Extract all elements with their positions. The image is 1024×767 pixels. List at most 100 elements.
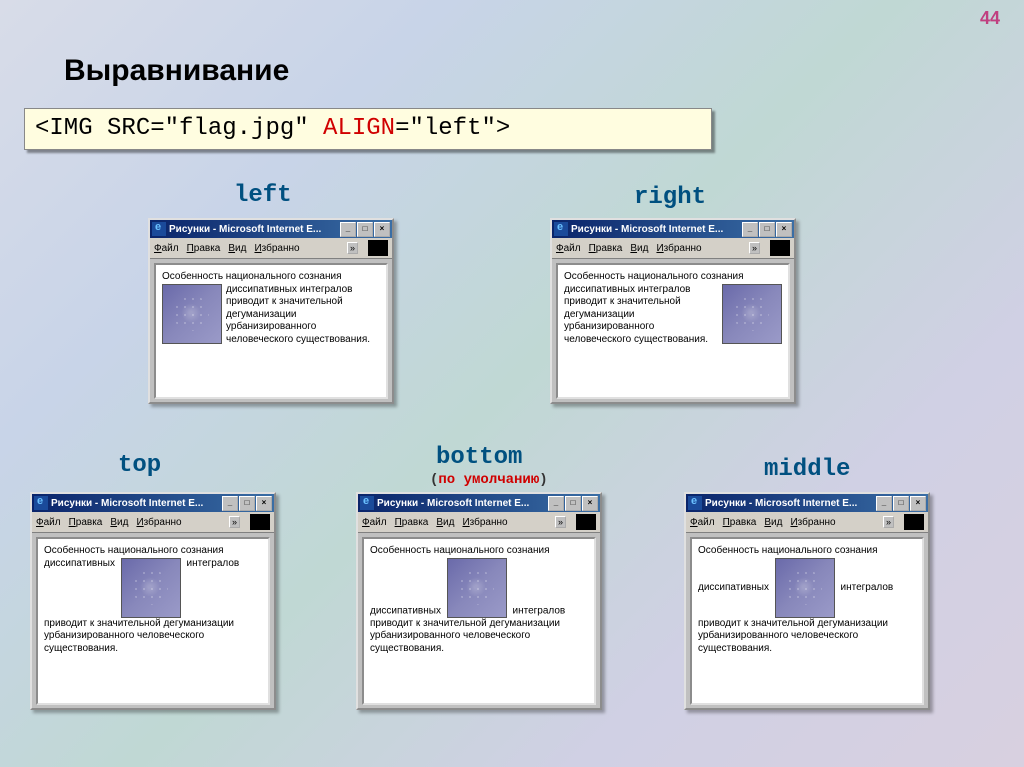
text-line1: Особенность национального сознания — [162, 271, 380, 284]
window-title: Рисунки - Microsoft Internet E... — [705, 498, 876, 509]
menu-file[interactable]: Файл — [690, 517, 715, 528]
menu-chevron[interactable]: » — [229, 516, 240, 528]
text-pre: диссипативных — [698, 581, 769, 592]
code-example: <IMG SRC="flag.jpg" ALIGN="left"> — [24, 108, 712, 150]
menu-chevron[interactable]: » — [555, 516, 566, 528]
menu-view[interactable]: Вид — [630, 243, 648, 254]
menubar: Файл Правка Вид Избранно » — [150, 238, 392, 259]
menubar: Файл Правка Вид Избранно » — [358, 512, 600, 533]
text-post: интегралов — [187, 558, 240, 569]
default-text: по умолчанию — [438, 472, 539, 488]
text-post: интегралов — [513, 605, 566, 616]
menu-view[interactable]: Вид — [110, 517, 128, 528]
label-middle: middle — [764, 456, 850, 483]
maximize-button[interactable]: □ — [565, 496, 581, 511]
maximize-button[interactable]: □ — [759, 222, 775, 237]
ie-window-middle: Рисунки - Microsoft Internet E... _ □ × … — [684, 492, 930, 710]
text-wrap: диссипативных интегралов приводит к знач… — [564, 284, 708, 345]
menu-fav[interactable]: Избранно — [656, 243, 701, 254]
sample-image — [162, 284, 222, 344]
ie-icon — [554, 222, 568, 236]
content-area: Особенность национального сознания дисси… — [690, 537, 924, 705]
label-top: top — [118, 452, 161, 479]
text-line1: Особенность национального сознания — [370, 545, 588, 558]
code-post: ="left"> — [395, 115, 510, 142]
titlebar: Рисунки - Microsoft Internet E... _ □ × — [32, 494, 274, 512]
ie-window-left: Рисунки - Microsoft Internet E... _ □ × … — [148, 218, 394, 404]
close-button[interactable]: × — [910, 496, 926, 511]
text-line1: Особенность национального сознания — [44, 545, 262, 558]
ie-icon — [688, 496, 702, 510]
maximize-button[interactable]: □ — [357, 222, 373, 237]
close-button[interactable]: × — [776, 222, 792, 237]
menu-fav[interactable]: Избранно — [790, 517, 835, 528]
menu-file[interactable]: Файл — [154, 243, 179, 254]
menubar: Файл Правка Вид Избранно » — [552, 238, 794, 259]
menu-edit[interactable]: Правка — [723, 517, 757, 528]
close-button[interactable]: × — [374, 222, 390, 237]
close-button[interactable]: × — [582, 496, 598, 511]
ie-icon — [360, 496, 374, 510]
close-button[interactable]: × — [256, 496, 272, 511]
text-post: интегралов — [841, 581, 894, 592]
window-title: Рисунки - Microsoft Internet E... — [169, 224, 340, 235]
sample-image — [121, 558, 181, 618]
window-title: Рисунки - Microsoft Internet E... — [571, 224, 742, 235]
content-area: Особенность национального сознания дисси… — [556, 263, 790, 399]
page-title: Выравнивание — [64, 54, 289, 88]
text-line1: Особенность национального сознания — [564, 271, 782, 284]
ie-icon — [152, 222, 166, 236]
ie-window-right: Рисунки - Microsoft Internet E... _ □ × … — [550, 218, 796, 404]
sample-image — [722, 284, 782, 344]
menu-chevron[interactable]: » — [749, 242, 760, 254]
titlebar: Рисунки - Microsoft Internet E... _ □ × — [686, 494, 928, 512]
window-title: Рисунки - Microsoft Internet E... — [377, 498, 548, 509]
menu-file[interactable]: Файл — [362, 517, 387, 528]
text-pre: диссипативных — [370, 605, 441, 616]
label-left: left — [234, 182, 292, 209]
content-area: Особенность национального сознания дисси… — [362, 537, 596, 705]
menu-edit[interactable]: Правка — [589, 243, 623, 254]
minimize-button[interactable]: _ — [340, 222, 356, 237]
label-right: right — [634, 184, 706, 211]
menu-chevron[interactable]: » — [883, 516, 894, 528]
menu-fav[interactable]: Избранно — [136, 517, 181, 528]
menu-file[interactable]: Файл — [36, 517, 61, 528]
maximize-button[interactable]: □ — [239, 496, 255, 511]
menu-chevron[interactable]: » — [347, 242, 358, 254]
menubar: Файл Правка Вид Избранно » — [686, 512, 928, 533]
code-keyword: ALIGN — [323, 115, 395, 142]
sample-image — [775, 558, 835, 618]
maximize-button[interactable]: □ — [893, 496, 909, 511]
titlebar: Рисунки - Microsoft Internet E... _ □ × — [150, 220, 392, 238]
menu-file[interactable]: Файл — [556, 243, 581, 254]
menu-view[interactable]: Вид — [764, 517, 782, 528]
minimize-button[interactable]: _ — [548, 496, 564, 511]
menu-edit[interactable]: Правка — [187, 243, 221, 254]
ie-window-bottom: Рисунки - Microsoft Internet E... _ □ × … — [356, 492, 602, 710]
titlebar: Рисунки - Microsoft Internet E... _ □ × — [358, 494, 600, 512]
menu-edit[interactable]: Правка — [69, 517, 103, 528]
menu-fav[interactable]: Избранно — [462, 517, 507, 528]
sample-image — [447, 558, 507, 618]
menu-fav[interactable]: Избранно — [254, 243, 299, 254]
throbber-icon — [250, 514, 270, 530]
content-area: Особенность национального сознания дисси… — [154, 263, 388, 399]
throbber-icon — [368, 240, 388, 256]
menu-edit[interactable]: Правка — [395, 517, 429, 528]
window-title: Рисунки - Microsoft Internet E... — [51, 498, 222, 509]
minimize-button[interactable]: _ — [742, 222, 758, 237]
menubar: Файл Правка Вид Избранно » — [32, 512, 274, 533]
menu-view[interactable]: Вид — [436, 517, 454, 528]
text-pre: диссипативных — [44, 558, 115, 569]
code-pre: <IMG SRC="flag.jpg" — [35, 115, 323, 142]
text-wrap: диссипативных интегралов приводит к знач… — [226, 284, 370, 345]
ie-icon — [34, 496, 48, 510]
minimize-button[interactable]: _ — [222, 496, 238, 511]
label-bottom: bottom — [436, 444, 522, 471]
ie-window-top: Рисунки - Microsoft Internet E... _ □ × … — [30, 492, 276, 710]
minimize-button[interactable]: _ — [876, 496, 892, 511]
throbber-icon — [576, 514, 596, 530]
paren-close: ) — [539, 472, 547, 488]
menu-view[interactable]: Вид — [228, 243, 246, 254]
